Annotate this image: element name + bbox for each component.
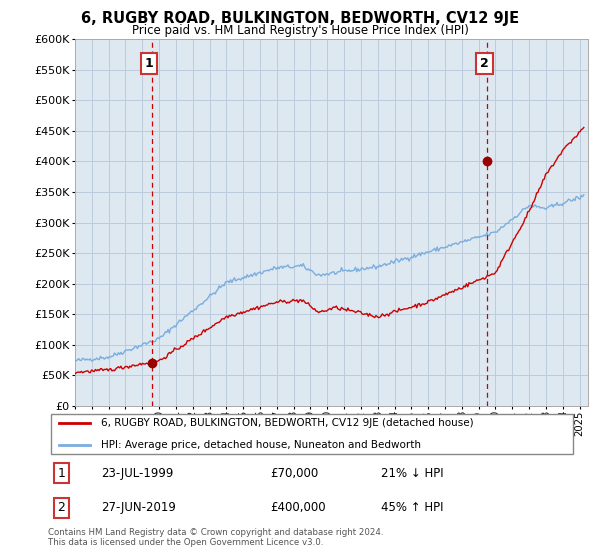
Text: Price paid vs. HM Land Registry's House Price Index (HPI): Price paid vs. HM Land Registry's House … <box>131 24 469 36</box>
Text: £400,000: £400,000 <box>270 501 325 514</box>
Text: 45% ↑ HPI: 45% ↑ HPI <box>380 501 443 514</box>
Text: 1: 1 <box>57 467 65 480</box>
Text: HPI: Average price, detached house, Nuneaton and Bedworth: HPI: Average price, detached house, Nune… <box>101 440 421 450</box>
Text: 2: 2 <box>57 501 65 514</box>
Text: 23-JUL-1999: 23-JUL-1999 <box>101 467 173 480</box>
Text: 2: 2 <box>480 57 489 70</box>
FancyBboxPatch shape <box>50 414 574 454</box>
Text: 21% ↓ HPI: 21% ↓ HPI <box>380 467 443 480</box>
Text: 27-JUN-2019: 27-JUN-2019 <box>101 501 176 514</box>
Text: £70,000: £70,000 <box>270 467 318 480</box>
Text: 6, RUGBY ROAD, BULKINGTON, BEDWORTH, CV12 9JE: 6, RUGBY ROAD, BULKINGTON, BEDWORTH, CV1… <box>81 11 519 26</box>
Text: 1: 1 <box>145 57 154 70</box>
Text: 6, RUGBY ROAD, BULKINGTON, BEDWORTH, CV12 9JE (detached house): 6, RUGBY ROAD, BULKINGTON, BEDWORTH, CV1… <box>101 418 473 428</box>
Text: Contains HM Land Registry data © Crown copyright and database right 2024.
This d: Contains HM Land Registry data © Crown c… <box>48 528 383 547</box>
